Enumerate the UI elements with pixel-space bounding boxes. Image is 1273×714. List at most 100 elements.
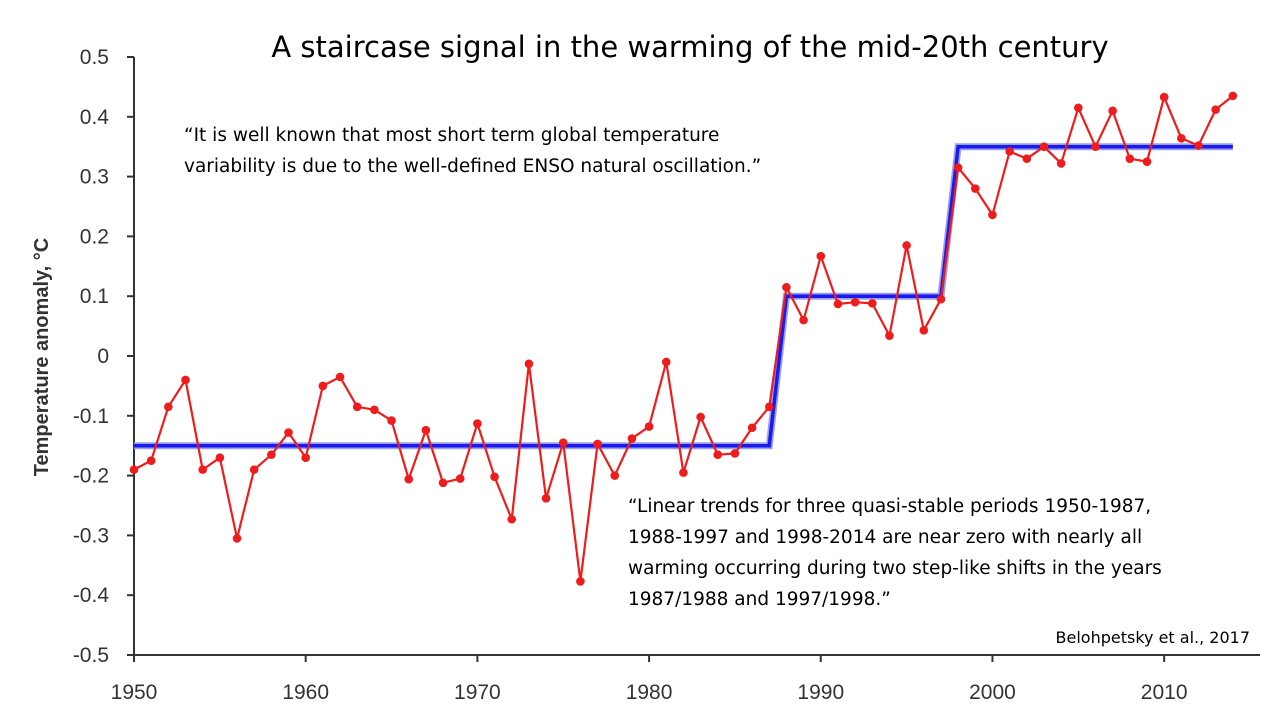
- temperature-point: [1125, 154, 1135, 163]
- y-tick-label: -0.2: [73, 465, 109, 488]
- annotation-enso: “It is well known that most short term g…: [184, 125, 761, 177]
- temperature-point: [215, 453, 225, 462]
- temperature-point: [713, 450, 723, 459]
- y-axis-label: Temperature anomaly, °C: [31, 238, 53, 476]
- temperature-point: [1228, 91, 1238, 101]
- annotation-trends-line-3: warming occurring during two step-like s…: [628, 558, 1162, 579]
- temperature-point: [936, 294, 946, 304]
- temperature-point: [902, 241, 911, 250]
- temperature-point: [885, 331, 894, 340]
- temperature-point: [129, 465, 139, 474]
- temperature-point: [1177, 134, 1186, 143]
- temperature-point: [816, 251, 826, 261]
- temperature-point: [610, 471, 620, 480]
- y-tick-label: 0.5: [80, 46, 109, 69]
- y-tick-label: 0.3: [80, 166, 109, 189]
- step-series-glow: [134, 143, 1233, 450]
- y-ticks: 0.5 0.4 0.3 0.2 0.1 0 -0.1 -0.2 -0.3 -0.4 -0.5: [73, 46, 134, 667]
- temperature-point: [1022, 154, 1032, 163]
- annotation-trends-line-4: 1987/1988 and 1997/1998.”: [628, 589, 891, 610]
- y-tick-label: -0.3: [73, 524, 109, 547]
- temperature-point: [593, 439, 602, 449]
- temperature-point: [352, 402, 362, 412]
- temperature-point: [919, 325, 929, 335]
- x-tick-label: 1970: [454, 681, 501, 704]
- temperature-point: [198, 465, 207, 474]
- source-citation: Belohpetsky et al., 2017: [1056, 628, 1250, 647]
- temperature-point: [1074, 103, 1083, 113]
- temperature-point: [679, 468, 688, 477]
- temperature-point: [576, 577, 585, 586]
- temperature-point: [661, 357, 671, 367]
- temperature-point: [507, 514, 517, 524]
- temperature-point: [318, 381, 328, 391]
- temperature-point: [558, 438, 568, 448]
- chart-title: A staircase signal in the warming of the…: [271, 30, 1108, 64]
- temperature-point: [747, 423, 757, 433]
- annotation-enso-line-1: “It is well known that most short term g…: [184, 125, 719, 146]
- temperature-point: [1159, 92, 1169, 102]
- x-tick-label: 2010: [1141, 681, 1188, 704]
- y-tick-label: 0.1: [80, 285, 109, 308]
- y-tick-label: -0.5: [73, 644, 109, 667]
- x-tick-label: 1950: [111, 681, 158, 704]
- temperature-point: [782, 282, 791, 292]
- temperature-point: [850, 297, 860, 307]
- temperature-point: [181, 375, 190, 385]
- temperature-point: [1091, 142, 1100, 151]
- annotation-trends-line-1: “Linear trends for three quasi-stable pe…: [628, 496, 1151, 517]
- y-tick-label: -0.4: [73, 584, 110, 607]
- y-tick-label: 0.2: [80, 225, 109, 248]
- y-tick-label: 0.4: [80, 106, 110, 129]
- temperature-point: [988, 210, 997, 220]
- temperature-point: [267, 450, 276, 459]
- y-tick-label: 0: [97, 345, 109, 368]
- temperature-point: [164, 402, 173, 412]
- temperature-point: [867, 299, 877, 308]
- temperature-point: [644, 422, 654, 431]
- temperature-point: [249, 465, 259, 474]
- temperature-point: [730, 449, 740, 458]
- temperature-point: [953, 163, 963, 172]
- temperature-point: [438, 478, 448, 488]
- temperature-point: [524, 359, 534, 369]
- temperature-point: [1142, 157, 1152, 166]
- step-series-line: [134, 144, 1233, 448]
- temperature-point: [284, 428, 293, 437]
- annotation-enso-line-2: variability is due to the well-defined E…: [184, 156, 761, 177]
- temperature-point: [696, 412, 705, 422]
- temperature-point: [404, 474, 414, 484]
- temperature-point: [833, 299, 843, 309]
- temperature-point: [1108, 106, 1117, 116]
- temperature-point: [301, 453, 310, 462]
- temperature-point: [455, 474, 465, 483]
- temperature-point: [1211, 105, 1220, 114]
- temperature-point: [370, 405, 379, 415]
- temperature-point: [1005, 147, 1014, 156]
- x-tick-label: 1990: [797, 681, 844, 704]
- temperature-point: [1039, 142, 1049, 151]
- temperature-point: [232, 534, 242, 543]
- temperature-point: [627, 434, 637, 443]
- annotation-trends-line-2: 1988-1997 and 1998-2014 are near zero wi…: [628, 527, 1142, 548]
- y-tick-label: -0.1: [73, 405, 109, 428]
- temperature-point: [970, 184, 980, 193]
- temperature-point: [335, 372, 345, 382]
- temperature-point: [799, 315, 808, 325]
- x-tick-label: 1980: [626, 681, 673, 704]
- temperature-point: [473, 419, 482, 428]
- temperature-point: [146, 456, 156, 465]
- temperature-point: [1194, 141, 1203, 150]
- series-group: [129, 91, 1238, 586]
- x-ticks: 1950 1960 1970 1980 1990 2000 2010: [111, 655, 1188, 704]
- temperature-point: [421, 425, 431, 435]
- temperature-point: [1056, 159, 1066, 168]
- x-tick-label: 2000: [969, 681, 1016, 704]
- temperature-point: [387, 416, 396, 425]
- x-tick-label: 1960: [282, 681, 329, 704]
- temperature-point: [764, 402, 774, 412]
- temperature-point: [490, 472, 499, 482]
- temperature-point: [541, 494, 551, 503]
